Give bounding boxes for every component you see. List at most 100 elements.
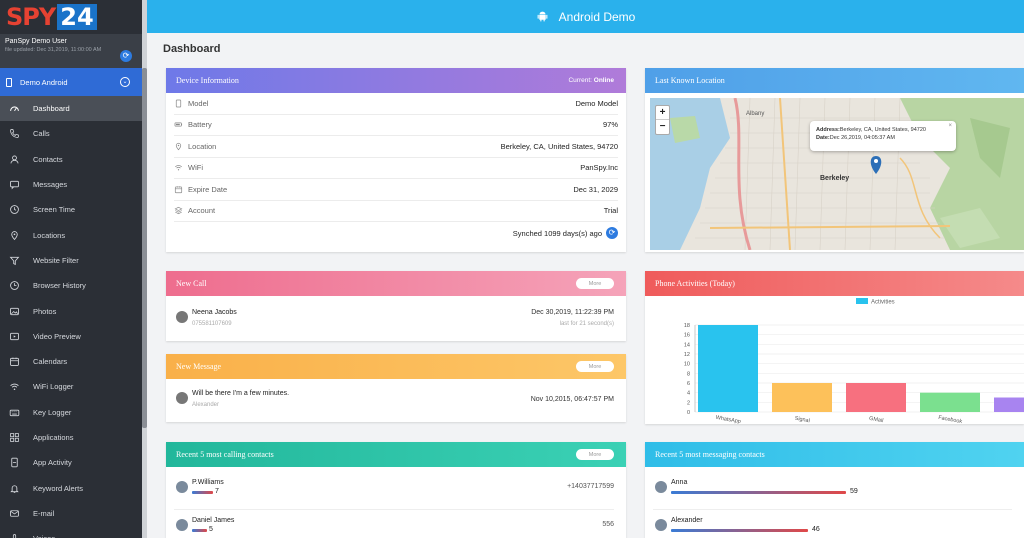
contact-number: +14037717599 [567, 483, 614, 490]
x-tick-label: GMail [869, 416, 884, 424]
call-count-bar [192, 529, 207, 532]
map[interactable]: + − Albany Berkeley × Address:Berkeley, … [650, 98, 1024, 250]
avatar [655, 481, 667, 493]
device-status: Current: Online [568, 77, 614, 84]
layers-icon-svg [174, 207, 183, 215]
avatar [176, 519, 188, 531]
sidebar-item-website-filter[interactable]: Website Filter [0, 248, 142, 273]
recent-messaging-row[interactable]: Alexander 46 [653, 508, 1012, 538]
sidebar-item-label: Browser History [33, 281, 86, 291]
zoom-out-button[interactable]: − [659, 121, 666, 132]
sidebar-item-app-activity[interactable]: App Activity [0, 450, 142, 475]
sidebar-item-messages[interactable]: Messages [0, 172, 142, 197]
recent-calling-more-button[interactable]: More [576, 449, 614, 460]
y-tick-label: 14 [684, 342, 690, 348]
device-info-rows: Model Demo Model Battery 97% Location Berkele… [166, 93, 626, 222]
info-label: WiFi [174, 163, 203, 172]
device-info-card: Device Information Current: Online Model… [166, 68, 626, 252]
info-label: Expire Date [174, 185, 227, 194]
sidebar-item-calendars[interactable]: Calendars [0, 349, 142, 374]
map-popup: × Address:Berkeley, CA, United States, 9… [810, 121, 956, 151]
refresh-icon[interactable]: ⟳ [120, 50, 132, 62]
info-label-text: Location [188, 141, 217, 151]
header-title: Android Demo [558, 9, 636, 24]
chevron-down-icon[interactable]: ⌄ [120, 77, 130, 87]
bar-facebook[interactable] [920, 392, 980, 412]
keyboard-icon-svg [9, 409, 20, 416]
page-title: Dashboard [163, 43, 221, 55]
sidebar-item-keyword-alerts[interactable]: Keyword Alerts [0, 475, 142, 500]
sidebar-item-locations[interactable]: Locations [0, 222, 142, 247]
sidebar-scrollbar[interactable] [142, 0, 147, 538]
map-label-albany: Albany [746, 111, 765, 117]
location-pin-icon-svg [175, 142, 182, 151]
y-tick-label: 4 [687, 391, 690, 397]
sidebar-item-label: Calls [33, 129, 50, 139]
info-value: PanSpy.Inc [580, 163, 618, 173]
logo-text-24: 24 [57, 4, 97, 30]
bar-signal[interactable] [772, 383, 832, 412]
sidebar-item-label: Contacts [33, 154, 63, 164]
info-value: Berkeley, CA, United States, 94720 [500, 141, 618, 151]
contact-number: 556 [602, 521, 614, 528]
android-icon [537, 11, 548, 22]
wifi-icon [9, 381, 20, 392]
info-label-text: WiFi [188, 163, 203, 173]
recent-calling-row[interactable]: Daniel James 5 556 [174, 508, 614, 538]
new-message-entry[interactable]: Will be there I'm a few minutes. Alexand… [174, 384, 614, 414]
info-label: Location [174, 142, 216, 151]
caller-number: 07558110760​9 [192, 321, 232, 327]
sidebar-item-browser-history[interactable]: Browser History [0, 273, 142, 298]
sidebar-item-photos[interactable]: Photos [0, 298, 142, 323]
synced-text: Synched 1099 days(s) ago [512, 228, 602, 238]
brand-logo[interactable]: SPY 24 [0, 0, 142, 34]
bar-gmail[interactable] [846, 383, 906, 412]
sidebar-item-label: Applications [33, 433, 74, 442]
sidebar-item-contacts[interactable]: Contacts [0, 147, 142, 172]
message-text: Will be there I'm a few minutes. [192, 390, 290, 397]
sidebar-item-screen-time[interactable]: Screen Time [0, 197, 142, 222]
calendar-icon-svg [174, 186, 183, 193]
y-tick-label: 0 [687, 410, 690, 416]
sidebar-item-key-logger[interactable]: Key Logger [0, 400, 142, 425]
filter-icon-svg [9, 256, 20, 266]
sidebar-item-wifi-logger[interactable]: WiFi Logger [0, 374, 142, 399]
info-value: Trial [603, 206, 618, 216]
new-call-card: New Call More Neena Jacobs 07558110760​9… [166, 271, 626, 341]
bar-whatsapp[interactable] [698, 325, 758, 412]
sidebar-item-video-preview[interactable]: Video Preview [0, 324, 142, 349]
sidebar-item-label: Keyword Alerts [33, 483, 84, 493]
new-call-more-button[interactable]: More [576, 278, 614, 289]
sidebar: SPY 24 PanSpy Demo User file updated: De… [0, 0, 142, 538]
sidebar-item-calls[interactable]: Calls [0, 121, 142, 146]
recent-messaging-title: Recent 5 most messaging contacts [655, 450, 765, 459]
logo-text-spy: SPY [6, 3, 56, 31]
recent-messaging-header: Recent 5 most messaging contacts [645, 442, 1024, 467]
recent-calling-row[interactable]: P.Williams 7 +14037717599 [174, 470, 614, 510]
sidebar-item-voices[interactable]: Voices [0, 526, 142, 538]
sidebar-item-applications[interactable]: Applications [0, 425, 142, 450]
phone-activities-title: Phone Activities (Today) [655, 279, 735, 288]
sidebar-item-label: Voices [33, 534, 55, 538]
sidebar-item-e-mail[interactable]: E-mail [0, 501, 142, 526]
info-label-text: Account [188, 206, 216, 216]
device-selector[interactable]: Demo Android ⌄ [0, 68, 142, 96]
close-icon[interactable]: × [948, 123, 952, 129]
sidebar-item-dashboard[interactable]: Dashboard [0, 96, 142, 122]
new-call-entry[interactable]: Neena Jacobs 07558110760​9 Dec 30,2019, … [174, 303, 614, 333]
scrollbar-thumb[interactable] [142, 68, 147, 428]
new-message-more-button[interactable]: More [576, 361, 614, 372]
refresh-icon[interactable]: ⟳ [606, 227, 618, 239]
legend-swatch [856, 298, 868, 304]
info-row-location: Location Berkeley, CA, United States, 947… [174, 136, 618, 158]
email-icon [9, 508, 20, 519]
call-count: 7 [215, 488, 219, 495]
y-tick-label: 10 [684, 362, 690, 368]
map-label-city: Berkeley [820, 175, 850, 182]
zoom-in-button[interactable]: + [656, 106, 669, 120]
bar-item-4[interactable] [994, 397, 1024, 413]
dashboard-icon [9, 103, 20, 114]
recent-messaging-row[interactable]: Anna 59 [653, 470, 1012, 510]
y-tick-label: 6 [687, 381, 690, 387]
location-card: Last Known Location [645, 68, 1024, 252]
